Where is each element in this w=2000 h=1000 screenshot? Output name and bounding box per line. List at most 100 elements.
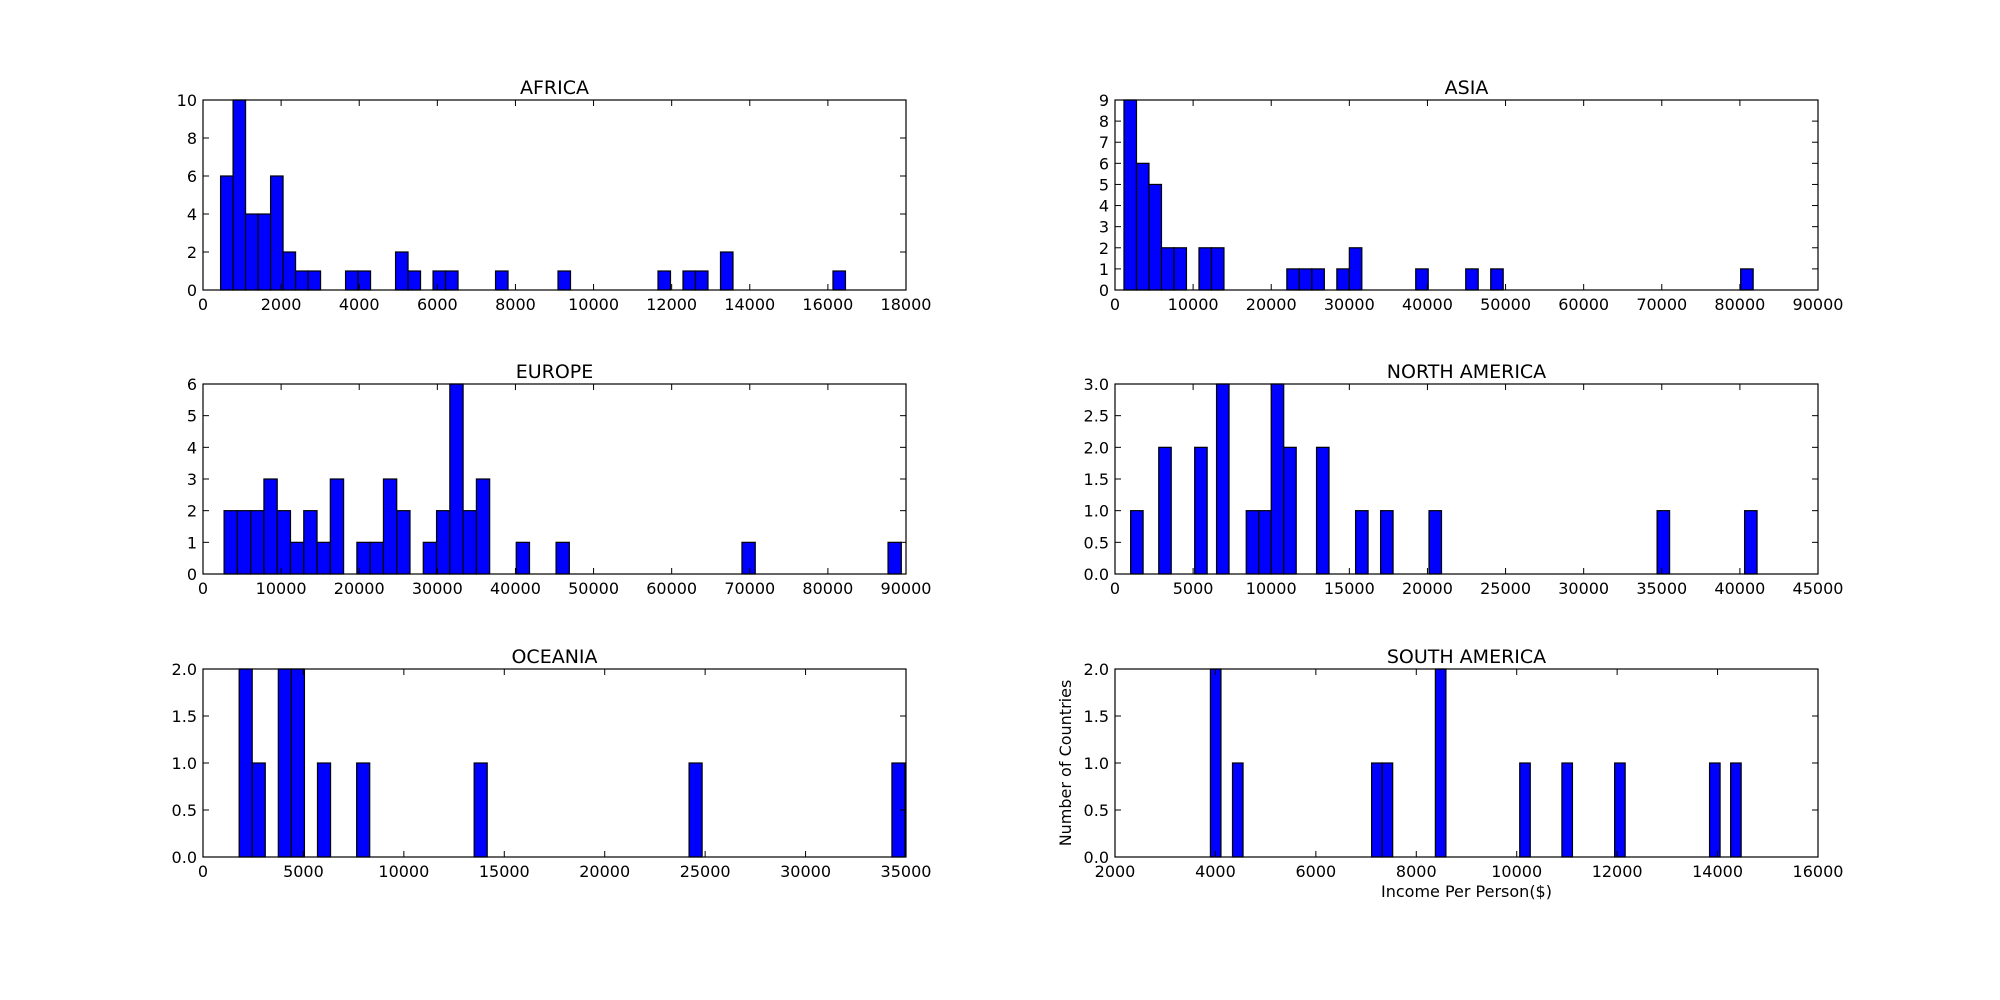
north-america-bar <box>1428 510 1443 575</box>
oceania-ytick-label: 2.0 <box>172 660 197 679</box>
africa-bar <box>719 251 734 291</box>
oceania-xtick-label: 30000 <box>780 862 831 881</box>
europe-bar <box>316 541 331 575</box>
oceania-bar <box>238 668 253 858</box>
north-america-xtick-label: 40000 <box>1714 579 1765 598</box>
north-america-bar <box>1215 383 1230 575</box>
africa-bar <box>682 270 697 291</box>
asia-panel: 0 10000 20000 30000 40000 50000 60000 70000 8000… <box>1099 77 1844 314</box>
africa-bar <box>494 270 509 291</box>
oceania-axes-frame <box>202 668 907 858</box>
north-america-bar <box>1158 446 1172 575</box>
asia-ytick-label: 1 <box>1099 260 1109 279</box>
europe-bar <box>396 510 411 575</box>
europe-bar <box>449 383 464 575</box>
asia-ytick-label: 9 <box>1099 91 1109 110</box>
africa-bar <box>657 270 672 291</box>
europe-xtick-label: 0 <box>198 579 208 598</box>
north-america-xtick-label: 20000 <box>1402 579 1453 598</box>
europe-bar <box>369 541 385 575</box>
asia-xtick-label: 40000 <box>1402 295 1453 314</box>
europe-xtick-label: 80000 <box>802 579 853 598</box>
south-america-panel: 2000 4000 6000 8000 10000 12000 14000 16000 0.0 0… <box>1056 646 1843 901</box>
south-america-ytick-label: 1.5 <box>1084 707 1109 726</box>
africa-bar <box>407 270 422 291</box>
europe-bar <box>475 478 491 575</box>
europe-bar <box>329 478 345 575</box>
asia-xtick-label: 60000 <box>1558 295 1609 314</box>
south-america-bar <box>1381 762 1394 858</box>
africa-xtick-label: 4000 <box>339 295 380 314</box>
europe-bar <box>276 510 292 575</box>
asia-ytick-label: 2 <box>1099 239 1109 258</box>
asia-bar <box>1740 268 1754 291</box>
europe-xtick-label: 40000 <box>490 579 541 598</box>
south-america-ytick-label: 2.0 <box>1084 660 1109 679</box>
africa-xtick-label: 14000 <box>724 295 775 314</box>
south-america-x-axis-label: Income Per Person($) <box>1381 882 1552 901</box>
africa-bar <box>394 251 409 291</box>
asia-xtick-label: 80000 <box>1714 295 1765 314</box>
asia-bar <box>1160 247 1175 291</box>
oceania-xtick-label: 20000 <box>579 862 630 881</box>
oceania-bar <box>277 668 292 858</box>
asia-bar <box>1490 268 1504 291</box>
asia-bar <box>1173 247 1188 291</box>
north-america-ytick-label: 3.0 <box>1084 375 1109 394</box>
africa-ytick-label: 8 <box>187 129 197 148</box>
africa-bar <box>294 270 309 291</box>
asia-xtick-label: 20000 <box>1246 295 1297 314</box>
africa-bar <box>269 175 284 291</box>
africa-xtick-label: 2000 <box>261 295 302 314</box>
asia-bar <box>1465 268 1479 291</box>
north-america-xtick-label: 45000 <box>1793 579 1844 598</box>
north-america-bar <box>1130 510 1144 575</box>
europe-bar <box>250 510 265 575</box>
panels: 0 2000 4000 6000 8000 10000 12000 14000 16000 180… <box>172 77 1844 901</box>
north-america-ytick-label: 2.0 <box>1084 438 1109 457</box>
asia-bar <box>1198 247 1213 291</box>
europe-bar <box>435 510 451 575</box>
asia-bar <box>1135 162 1150 291</box>
europe-xtick-label: 60000 <box>646 579 697 598</box>
south-america-xtick-label: 12000 <box>1592 862 1643 881</box>
south-america-xtick-label: 14000 <box>1692 862 1743 881</box>
europe-xtick-label: 20000 <box>334 579 385 598</box>
north-america-xtick-label: 10000 <box>1246 579 1297 598</box>
north-america-ytick-label: 1.5 <box>1084 470 1109 489</box>
africa-bar <box>557 270 572 291</box>
south-america-ytick-label: 0.0 <box>1084 848 1109 867</box>
south-america-ytick-label: 1.0 <box>1084 754 1109 773</box>
oceania-ytick-label: 0.5 <box>172 801 197 820</box>
oceania-xtick-label: 15000 <box>479 862 530 881</box>
europe-ytick-label: 6 <box>187 375 197 394</box>
north-america-bar <box>1315 446 1330 575</box>
europe-panel: 0 10000 20000 30000 40000 50000 60000 70000 8000… <box>187 361 932 598</box>
south-america-xtick-label: 16000 <box>1793 862 1844 881</box>
north-america-panel: 0 5000 10000 15000 20000 25000 30000 35000 40000… <box>1084 361 1844 598</box>
asia-xtick-label: 90000 <box>1793 295 1844 314</box>
europe-xtick-label: 10000 <box>256 579 307 598</box>
africa-ytick-label: 10 <box>177 91 197 110</box>
south-america-bar <box>1370 762 1383 858</box>
africa-bar <box>307 270 322 291</box>
asia-ytick-label: 5 <box>1099 175 1109 194</box>
africa-xtick-label: 16000 <box>802 295 853 314</box>
asia-xtick-label: 0 <box>1110 295 1120 314</box>
north-america-bar <box>1354 510 1369 575</box>
europe-bar <box>555 541 570 575</box>
africa-panel: 0 2000 4000 6000 8000 10000 12000 14000 16000 180… <box>177 77 932 314</box>
north-america-xtick-label: 25000 <box>1480 579 1531 598</box>
europe-ytick-label: 0 <box>187 565 197 584</box>
asia-title: ASIA <box>1445 77 1489 99</box>
asia-axes-frame <box>1114 99 1819 291</box>
south-america-bar <box>1519 762 1531 858</box>
europe-bar <box>303 510 318 575</box>
oceania-title: OCEANIA <box>511 646 597 668</box>
asia-bar <box>1123 99 1138 291</box>
north-america-xtick-label: 30000 <box>1558 579 1609 598</box>
south-america-title: SOUTH AMERICA <box>1387 646 1546 668</box>
asia-bar <box>1286 268 1300 291</box>
oceania-xtick-label: 10000 <box>378 862 429 881</box>
africa-bar <box>357 270 372 291</box>
